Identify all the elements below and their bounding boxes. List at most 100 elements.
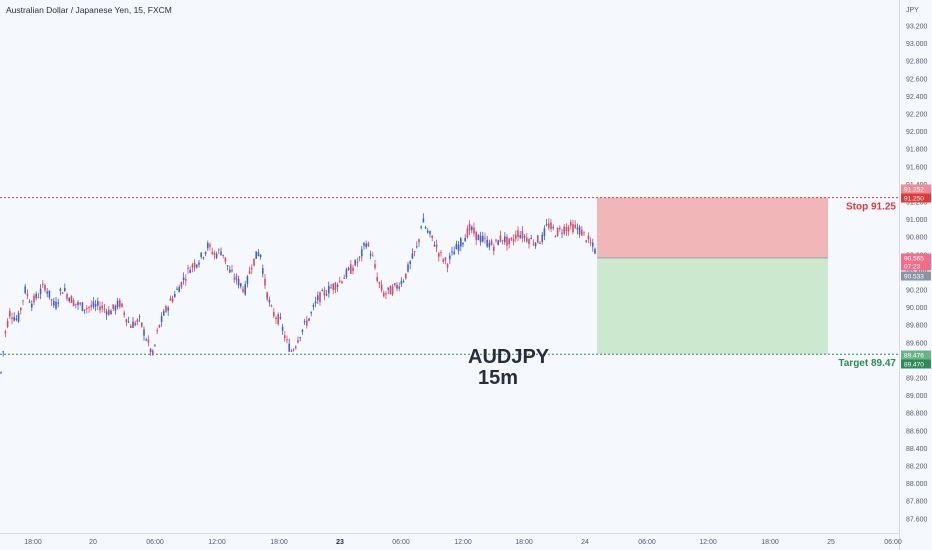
candle[interactable] xyxy=(99,301,101,314)
candle[interactable] xyxy=(4,329,7,338)
candle[interactable] xyxy=(90,300,92,311)
candle[interactable] xyxy=(94,300,97,312)
candle[interactable] xyxy=(26,289,29,300)
candle[interactable] xyxy=(101,301,103,313)
candle[interactable] xyxy=(279,312,282,320)
candle[interactable] xyxy=(147,335,150,347)
candle[interactable] xyxy=(383,290,385,298)
candle[interactable] xyxy=(42,280,44,289)
candle[interactable] xyxy=(284,330,286,343)
candle[interactable] xyxy=(299,336,301,342)
candle[interactable] xyxy=(61,291,64,294)
candle[interactable] xyxy=(130,323,132,328)
candle[interactable] xyxy=(13,312,15,322)
candle[interactable] xyxy=(528,238,530,249)
candle[interactable] xyxy=(504,232,506,246)
candle[interactable] xyxy=(471,225,473,234)
candle[interactable] xyxy=(15,314,18,322)
candle[interactable] xyxy=(319,291,321,306)
candle[interactable] xyxy=(231,264,233,273)
candle[interactable] xyxy=(275,315,277,324)
candle[interactable] xyxy=(341,280,343,284)
candle[interactable] xyxy=(44,283,46,293)
candle[interactable] xyxy=(264,273,266,289)
candle[interactable] xyxy=(526,232,528,243)
candle[interactable] xyxy=(121,302,123,308)
candle[interactable] xyxy=(442,258,444,264)
candle[interactable] xyxy=(53,297,55,308)
candle[interactable] xyxy=(457,240,460,255)
candle[interactable] xyxy=(365,240,367,249)
candle[interactable] xyxy=(317,291,319,305)
candle[interactable] xyxy=(11,312,13,325)
candle[interactable] xyxy=(314,296,317,308)
candle[interactable] xyxy=(530,234,532,240)
candle[interactable] xyxy=(119,298,121,309)
candle[interactable] xyxy=(567,225,570,236)
candle[interactable] xyxy=(484,232,486,244)
candle[interactable] xyxy=(363,241,365,250)
candle[interactable] xyxy=(163,308,165,317)
candle[interactable] xyxy=(22,299,24,306)
candle[interactable] xyxy=(431,235,433,242)
candle[interactable] xyxy=(477,234,480,241)
candle[interactable] xyxy=(475,231,477,246)
price-axis[interactable]: JPY 93.200 93.000 92.800 92.600 92.400 92.200 9… xyxy=(906,7,928,523)
candle[interactable] xyxy=(37,293,40,299)
candle[interactable] xyxy=(97,297,99,311)
candle[interactable] xyxy=(561,228,563,239)
candle[interactable] xyxy=(517,226,519,242)
candle[interactable] xyxy=(286,335,288,344)
candle[interactable] xyxy=(75,303,77,309)
candle[interactable] xyxy=(268,296,271,307)
candle[interactable] xyxy=(493,243,495,256)
candle[interactable] xyxy=(416,241,418,249)
candle[interactable] xyxy=(145,337,147,342)
candle[interactable] xyxy=(367,241,370,247)
candle[interactable] xyxy=(488,239,491,251)
candle[interactable] xyxy=(266,291,268,302)
candle[interactable] xyxy=(207,240,209,252)
candle[interactable] xyxy=(81,301,84,312)
candle[interactable] xyxy=(200,252,202,259)
candle[interactable] xyxy=(321,288,323,291)
candle[interactable] xyxy=(123,310,125,318)
candle[interactable] xyxy=(424,225,427,230)
candle[interactable] xyxy=(138,314,141,322)
candle[interactable] xyxy=(6,318,9,329)
candle[interactable] xyxy=(213,250,216,260)
candle[interactable] xyxy=(222,254,224,259)
candle[interactable] xyxy=(255,251,257,259)
take-profit-zone[interactable] xyxy=(597,257,828,355)
candle[interactable] xyxy=(402,279,405,283)
candle[interactable] xyxy=(253,258,255,267)
candle[interactable] xyxy=(48,290,51,300)
candle[interactable] xyxy=(521,225,524,243)
candle[interactable] xyxy=(17,310,20,323)
candle[interactable] xyxy=(237,275,240,289)
candle[interactable] xyxy=(391,283,394,297)
candle[interactable] xyxy=(387,287,389,295)
candle[interactable] xyxy=(55,297,57,311)
candle[interactable] xyxy=(290,348,293,352)
candle[interactable] xyxy=(325,290,328,297)
candle[interactable] xyxy=(444,256,447,265)
candle[interactable] xyxy=(427,227,429,234)
candle[interactable] xyxy=(523,234,526,242)
candle[interactable] xyxy=(497,239,499,246)
candle[interactable] xyxy=(385,290,387,300)
candle[interactable] xyxy=(105,308,108,320)
candle[interactable] xyxy=(312,303,315,311)
candle[interactable] xyxy=(460,236,462,252)
candle[interactable] xyxy=(114,304,117,315)
candle[interactable] xyxy=(585,239,587,243)
candle[interactable] xyxy=(83,309,86,314)
candle[interactable] xyxy=(68,296,70,303)
candle[interactable] xyxy=(550,218,552,233)
candle[interactable] xyxy=(581,225,583,236)
candle[interactable] xyxy=(270,304,273,308)
candle[interactable] xyxy=(24,283,26,295)
candle[interactable] xyxy=(330,283,332,289)
candle[interactable] xyxy=(277,312,279,326)
candle[interactable] xyxy=(336,282,339,292)
